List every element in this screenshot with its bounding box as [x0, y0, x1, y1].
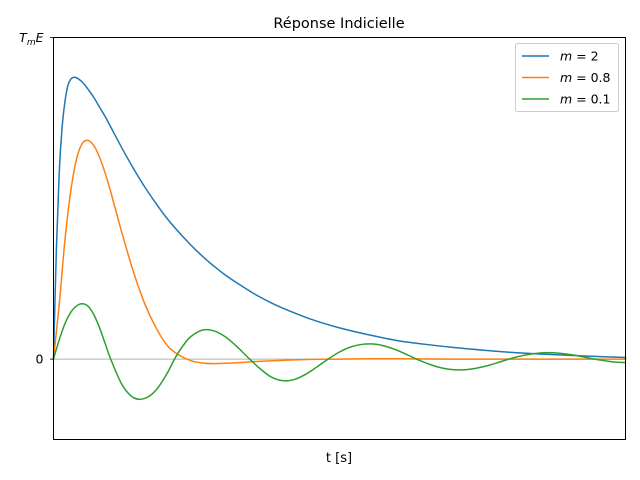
chart-title: Réponse Indicielle	[273, 16, 404, 32]
series-layer	[52, 76, 627, 401]
y-tick-label: TmE	[19, 30, 43, 48]
series-line-1	[52, 139, 627, 365]
series-line-2	[52, 303, 627, 401]
legend: m = 2 m = 0.8 m = 0.1	[515, 43, 619, 112]
plot-frame	[53, 37, 626, 440]
x-axis-label: t [s]	[326, 451, 352, 466]
legend-label-1: m = 0.8	[560, 70, 611, 85]
legend-label-0: m = 2	[560, 49, 599, 64]
y-tick-label: 0	[36, 352, 44, 367]
legend-label-2: m = 0.1	[560, 92, 611, 107]
legend-box	[515, 43, 619, 112]
series-line-0	[52, 76, 627, 360]
y-tick-layer: 0 TmE	[19, 30, 54, 367]
